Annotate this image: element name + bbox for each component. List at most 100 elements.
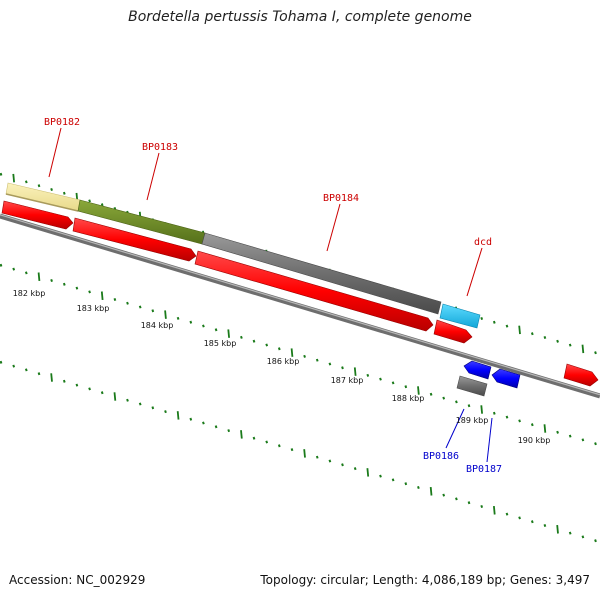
major-tick [480, 405, 483, 414]
leader-dcd [466, 247, 483, 297]
major-tick [176, 411, 180, 420]
minor-tick [62, 379, 66, 383]
minor-tick [227, 429, 231, 433]
minor-tick [12, 267, 16, 271]
major-tick [113, 392, 117, 401]
minor-tick [202, 421, 205, 425]
minor-tick [404, 482, 408, 486]
minor-tick [543, 523, 547, 528]
scale-label: 187 kbp [331, 376, 364, 385]
gene-label-bp0184[interactable]: BP0184 [323, 193, 359, 204]
minor-tick [240, 335, 243, 339]
scale-label: 190 kbp [518, 436, 551, 445]
minor-tick [429, 392, 433, 396]
scale-label: 186 kbp [267, 357, 300, 366]
minor-tick [492, 411, 496, 415]
scale-label: 183 kbp [77, 304, 110, 313]
cds-arrow-bp0183[interactable] [72, 217, 197, 262]
major-tick [366, 468, 370, 477]
minor-tick [391, 478, 395, 482]
scale-label: 184 kbp [141, 321, 174, 330]
leader-bp0184 [326, 203, 341, 252]
minor-tick [341, 463, 344, 467]
major-tick [12, 173, 15, 183]
scale-labels: 182 kbp 183 kbp 184 kbp 185 kbp 186 kbp … [13, 289, 551, 445]
major-tick [240, 430, 243, 439]
minor-tick [303, 354, 306, 358]
leader-bp0182 [48, 127, 62, 178]
major-tick [100, 291, 104, 300]
minor-tick [24, 180, 28, 184]
minor-tick [138, 305, 142, 309]
minor-tick [88, 199, 91, 203]
minor-tick [315, 455, 319, 459]
minor-tick [252, 436, 256, 440]
gene-label-bp0183[interactable]: BP0183 [142, 142, 178, 153]
major-tick [556, 525, 559, 534]
gene-label-bp0182[interactable]: BP0182 [44, 117, 80, 128]
scale-label: 189 kbp [456, 416, 489, 425]
minor-tick [37, 372, 41, 376]
label-leaders [48, 127, 493, 463]
cds-reverse-strand [456, 360, 521, 397]
minor-tick [391, 381, 395, 385]
leader-bp0186 [445, 408, 465, 449]
minor-tick [455, 400, 458, 404]
genome-summary-text: Topology: circular; Length: 4,086,189 bp… [260, 573, 590, 587]
minor-tick [568, 531, 572, 535]
minor-tick [530, 520, 534, 524]
minor-tick [417, 485, 420, 490]
scale-label: 188 kbp [392, 394, 425, 403]
gene-feature-cyan [439, 303, 481, 329]
cds-arrow-bp0186[interactable] [463, 360, 492, 380]
minor-tick [379, 474, 382, 478]
minor-tick [505, 512, 509, 516]
cds-arrow-right-edge[interactable] [563, 363, 599, 387]
major-tick [518, 325, 521, 335]
minor-tick [126, 301, 129, 305]
minor-tick [290, 448, 294, 452]
genome-backbone-highlight [0, 214, 600, 396]
minor-tick [543, 335, 547, 340]
major-tick [493, 506, 496, 515]
major-tick [37, 272, 41, 281]
minor-tick [277, 444, 281, 448]
gene-feature-gray-reverse [456, 375, 488, 397]
minor-tick [88, 387, 91, 391]
major-tick [543, 424, 547, 433]
minor-tick [442, 493, 446, 497]
cds-arrow-bp0187[interactable] [491, 368, 521, 389]
minor-tick [151, 309, 155, 313]
leader-bp0187 [486, 417, 493, 463]
cds-forward-strand [1, 200, 599, 387]
minor-tick [0, 172, 3, 176]
cds-arrow-dcd[interactable] [433, 319, 473, 344]
minor-tick [556, 430, 559, 434]
cds-arrow-bp0182[interactable] [1, 200, 74, 230]
major-tick [227, 329, 230, 338]
gene-label-bp0187[interactable]: BP0187 [466, 464, 502, 475]
gene-label-bp0186[interactable]: BP0186 [423, 451, 459, 462]
minor-tick [505, 324, 509, 328]
minor-tick [265, 343, 269, 347]
major-tick [303, 449, 306, 458]
minor-tick [379, 377, 382, 381]
minor-tick [455, 497, 458, 501]
minor-tick [24, 271, 28, 275]
minor-tick [353, 467, 357, 471]
minor-tick [480, 504, 484, 509]
gene-label-dcd[interactable]: dcd [474, 237, 492, 248]
minor-tick [341, 366, 344, 370]
minor-tick [164, 410, 167, 414]
minor-tick [50, 187, 53, 192]
minor-tick [505, 415, 509, 419]
minor-tick [62, 191, 66, 195]
minor-tick [366, 373, 370, 377]
page-title: Bordetella pertussis Tohama I, complete … [128, 9, 472, 25]
cds-arrow-bp0184[interactable] [194, 250, 434, 332]
minor-tick [113, 297, 117, 302]
minor-tick [328, 459, 332, 463]
minor-tick [467, 404, 471, 408]
minor-tick [467, 501, 471, 505]
